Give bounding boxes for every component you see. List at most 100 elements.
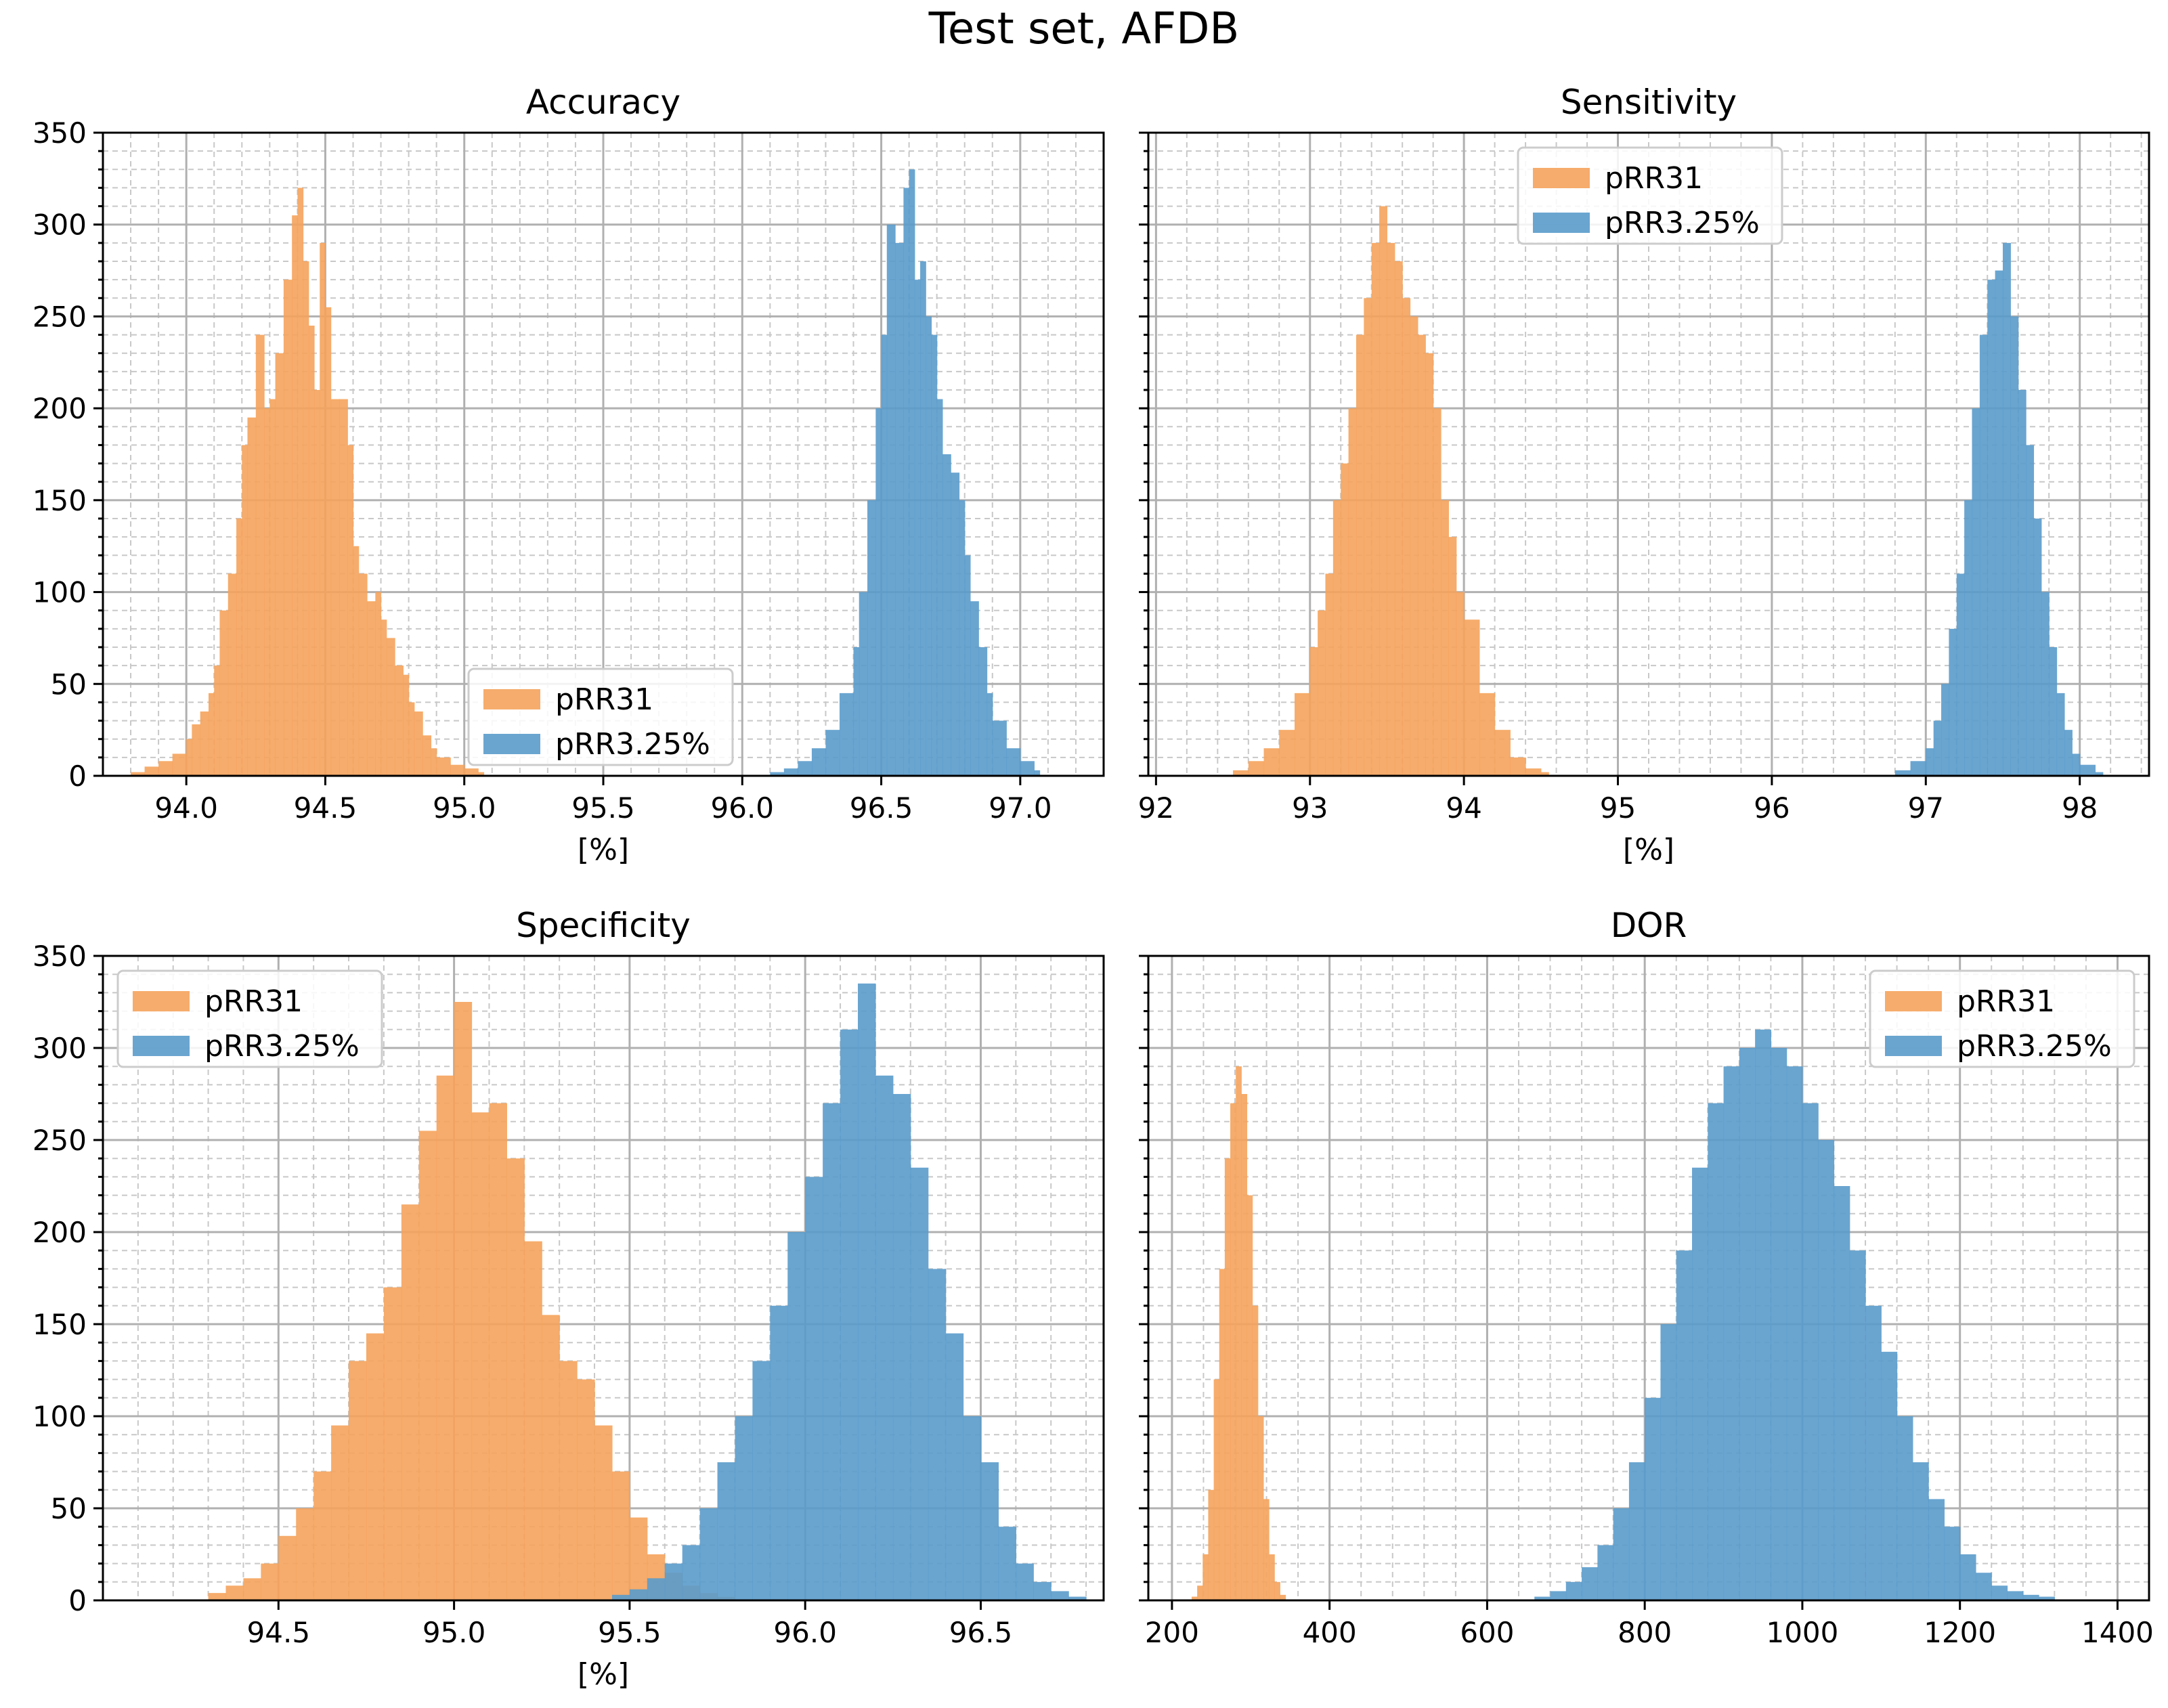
histogram-bar [867, 500, 876, 776]
histogram-bar [987, 693, 993, 776]
histogram-bar [1433, 408, 1441, 776]
histogram-bar [1236, 1066, 1242, 1600]
histogram-bar [296, 1508, 314, 1600]
histogram-bar [559, 1361, 578, 1600]
histogram-bar [1394, 261, 1403, 776]
histogram-bar [1263, 1499, 1270, 1600]
x-tick-label: 97 [1908, 791, 1944, 825]
legend-swatch-prr3-25 [1885, 1036, 1942, 1056]
histogram-bar [857, 983, 876, 1600]
histogram-bar [959, 500, 966, 776]
histogram-bar [664, 1563, 683, 1600]
histogram-bar [192, 724, 201, 776]
histogram-bar [1248, 761, 1265, 776]
histogram-bar [386, 638, 395, 776]
histogram-bar [1894, 770, 1911, 776]
sensitivity-x-axis-label: [%] [1623, 833, 1674, 867]
histogram-bar [297, 188, 304, 776]
dor-axes-frame [1147, 955, 2150, 1602]
histogram-bar [436, 757, 451, 776]
x-tick-label: 93 [1292, 791, 1328, 825]
histogram-bar [881, 334, 888, 776]
accuracy-tick-marks [93, 131, 1022, 785]
histogram-bar [1402, 298, 1411, 776]
sensitivity-axes-frame [1147, 131, 2150, 777]
histogram-bar [275, 353, 284, 776]
histogram-bar [403, 674, 410, 776]
histogram-bar [349, 1361, 367, 1600]
histogram-bar [255, 334, 265, 776]
x-tick-label: 95.0 [422, 1616, 486, 1649]
histogram-bar [853, 647, 860, 776]
histogram-bar [2079, 764, 2096, 776]
x-tick-label: 96.5 [949, 1616, 1013, 1649]
histogram-bar [1279, 730, 1295, 776]
x-tick-label: 96.0 [773, 1616, 837, 1649]
y-tick-label: 200 [32, 392, 87, 425]
histogram-bar [158, 761, 173, 776]
histogram-bar [1991, 1585, 2008, 1600]
histogram-bar [1341, 463, 1349, 776]
histogram-bar [227, 573, 237, 776]
histogram-bar [875, 1075, 894, 1600]
histogram-bar [1309, 647, 1318, 776]
histogram-bar [375, 592, 382, 776]
x-tick-label: 98 [2062, 791, 2098, 825]
histogram-bar [1941, 684, 1949, 776]
histogram-bar [629, 1589, 648, 1600]
accuracy-panel: 94.0 94.5 95.0 95.5 96.0 96.5 97.0 0 50 100 150 200… [32, 83, 1105, 867]
specificity-x-axis-label: [%] [578, 1657, 629, 1692]
sensitivity-series-prr3-25 [1894, 242, 2104, 776]
histogram-bar [886, 224, 896, 776]
histogram-bar [1464, 619, 1480, 776]
histogram-bar [1269, 1554, 1275, 1600]
sensitivity-panel: 92 93 94 95 96 97 98 Sensitivity [%] pRR31 pRR3.25… [1138, 83, 2150, 867]
histogram-bar [144, 766, 159, 776]
x-tick-label: 95 [1600, 791, 1636, 825]
histogram-bar [1295, 693, 1311, 776]
sensitivity-tick-marks [1139, 131, 2081, 785]
histogram-bar [1975, 1573, 1992, 1600]
sensitivity-series-prr31 [1233, 206, 1549, 776]
histogram-bar [1979, 334, 1988, 776]
histogram-bar [1818, 1140, 1835, 1600]
histogram-bar [313, 1471, 332, 1600]
histogram-bar [942, 454, 951, 776]
histogram-bar [903, 188, 910, 776]
x-tick-label: 1200 [1924, 1616, 1996, 1649]
histogram-bar [542, 1315, 560, 1600]
histogram-bar [200, 711, 209, 776]
histogram-bar [347, 445, 354, 776]
histogram-bar [1318, 610, 1326, 776]
histogram-bar [936, 399, 943, 776]
x-tick-label: 1000 [1766, 1616, 1838, 1649]
histogram-bar [1379, 206, 1388, 776]
histogram-bar [1410, 316, 1418, 776]
histogram-bar [308, 326, 315, 776]
histogram-bar [1006, 748, 1021, 776]
histogram-bar [1033, 1581, 1052, 1600]
histogram-bar [1371, 242, 1380, 776]
specificity-tick-marks [93, 955, 982, 1610]
histogram-bar [699, 1508, 718, 1600]
x-tick-label: 800 [1618, 1616, 1672, 1649]
histogram-bar [992, 720, 1007, 776]
histogram-bar [247, 417, 257, 776]
histogram-bar [811, 748, 827, 776]
legend-label-prr3-25: pRR3.25% [1957, 1029, 2112, 1064]
histogram-bar [1364, 298, 1372, 776]
legend-label-prr3-25: pRR3.25% [1605, 206, 1760, 240]
histogram-bar [931, 334, 938, 776]
histogram-bar [418, 1131, 437, 1600]
accuracy-title: Accuracy [526, 83, 680, 122]
legend-swatch-prr3-25 [483, 734, 540, 754]
legend-label-prr31: pRR31 [204, 984, 303, 1019]
y-tick-label: 350 [32, 940, 87, 973]
histogram-bar [859, 592, 868, 776]
histogram-bar [367, 601, 376, 776]
histogram-bar [506, 1158, 525, 1600]
histogram-bar [278, 1535, 297, 1600]
histogram-bar [401, 1204, 420, 1600]
legend-label-prr3-25: pRR3.25% [555, 727, 710, 762]
specificity-panel: 94.5 95.0 95.5 96.0 96.5 0 50 100 150 200 250 300 35… [32, 906, 1105, 1692]
